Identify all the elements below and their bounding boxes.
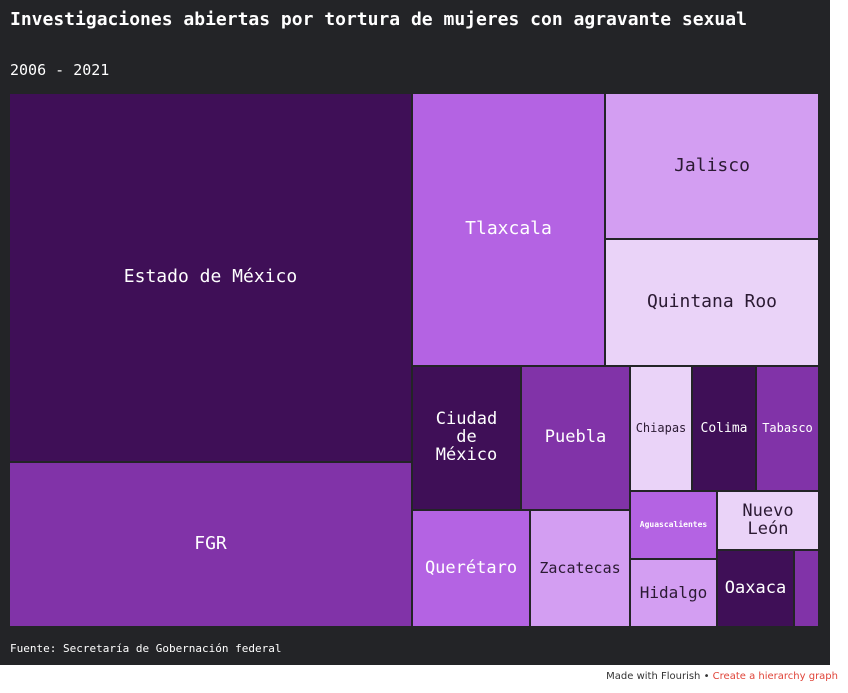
- treemap-cell-label: Estado de México: [123, 266, 298, 288]
- treemap-cell-label: Ciudad de México: [435, 409, 498, 465]
- create-hierarchy-graph-link[interactable]: Create a hierarchy graph: [712, 671, 838, 682]
- treemap-cell[interactable]: Tlaxcala: [412, 93, 605, 366]
- treemap-cell[interactable]: Querétaro: [412, 510, 530, 627]
- treemap-cell[interactable]: Quintana Roo: [605, 239, 819, 366]
- treemap-cell-label: Querétaro: [424, 557, 518, 578]
- treemap-cell[interactable]: Colima: [692, 366, 756, 491]
- treemap-cell-label: Oaxaca: [724, 577, 787, 598]
- treemap-cell[interactable]: Aguascalientes: [630, 491, 717, 559]
- treemap-cell[interactable]: Chiapas: [630, 366, 692, 491]
- treemap-cell-label: Colima: [700, 420, 748, 436]
- treemap-cell[interactable]: Nuevo León: [717, 491, 819, 550]
- treemap-cell[interactable]: Puebla: [521, 366, 630, 510]
- treemap-cell-label: Tabasco: [762, 421, 813, 436]
- treemap-cell-label: Tlaxcala: [465, 218, 552, 240]
- treemap-cell[interactable]: Estado de México: [9, 93, 412, 462]
- chart-subtitle: 2006 - 2021: [10, 61, 110, 79]
- treemap-cell-label: Aguascalientes: [639, 519, 708, 529]
- treemap-cell-label: Hidalgo: [639, 582, 708, 602]
- treemap-cell[interactable]: Ciudad de México: [412, 366, 521, 510]
- treemap-cell[interactable]: Jalisco: [605, 93, 819, 239]
- treemap-cell-label: Nuevo León: [742, 500, 794, 539]
- made-with-flourish-link[interactable]: Made with Flourish: [606, 671, 701, 682]
- treemap-cell[interactable]: Oaxaca: [717, 550, 794, 627]
- treemap-cell[interactable]: Tabasco: [756, 366, 819, 491]
- treemap-cell-label: Jalisco: [674, 154, 750, 176]
- chart-panel: Investigaciones abiertas por tortura de …: [0, 0, 830, 665]
- treemap-cell-label: Chiapas: [635, 421, 687, 436]
- treemap-cell[interactable]: FGR: [9, 462, 412, 627]
- treemap-cell[interactable]: Zacatecas: [530, 510, 630, 627]
- treemap-cell-label: Quintana Roo: [646, 291, 778, 313]
- treemap: Estado de México FGR Tlaxcala Jalisco Quinta…: [9, 93, 819, 627]
- chart-title: Investigaciones abiertas por tortura de …: [10, 9, 747, 30]
- footer-separator: •: [700, 671, 713, 682]
- treemap-cell[interactable]: Hidalgo: [630, 559, 717, 627]
- treemap-cell-label: Puebla: [544, 427, 607, 448]
- source-note: Fuente: Secretaría de Gobernación federa…: [10, 642, 282, 655]
- treemap-cell-label: Zacatecas: [539, 558, 621, 577]
- treemap-cell-label: FGR: [194, 533, 227, 555]
- flourish-footer: Made with Flourish • Create a hierarchy …: [606, 671, 838, 682]
- treemap-cell[interactable]: [794, 550, 819, 627]
